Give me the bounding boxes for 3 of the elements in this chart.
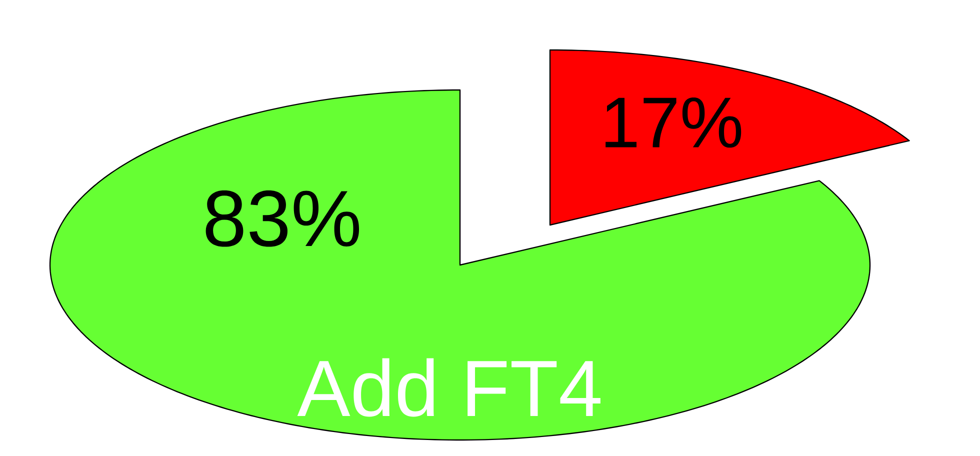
slice-label: Add FT4 [297,358,600,417]
data-label: 83% [206,190,360,247]
data-label: 17% [606,97,742,148]
